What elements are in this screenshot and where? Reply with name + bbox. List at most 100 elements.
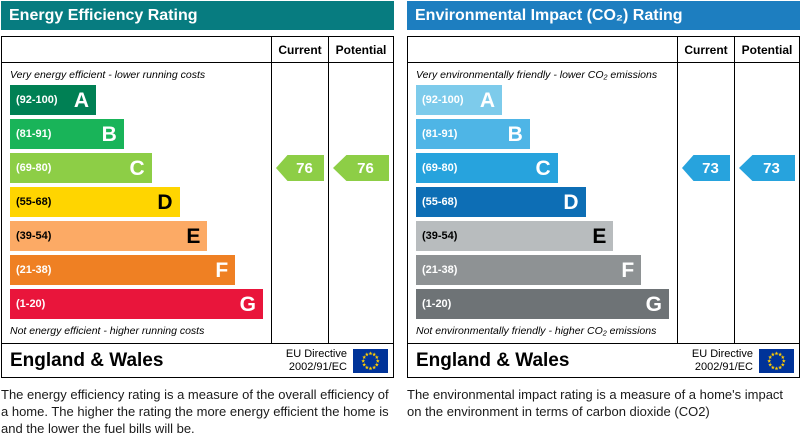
current-column: 76 [271, 63, 328, 343]
epc-rating-charts: Energy Efficiency Rating Current Potenti… [1, 1, 800, 437]
band-row: (39-54) E [416, 221, 669, 251]
band-letter: A [479, 88, 496, 112]
energy-efficiency-title: Energy Efficiency Rating [1, 1, 394, 30]
band-row: (1-20) G [416, 289, 669, 319]
band-letter: G [239, 292, 256, 316]
potential-rating-indicator: 76 [333, 155, 389, 181]
eu-directive-line1: EU Directive [691, 347, 753, 360]
eu-directive-label: EU Directive 2002/91/EC [286, 348, 347, 373]
potential-column-header: Potential [734, 37, 799, 63]
potential-column: 76 [328, 63, 393, 343]
band-e: (39-54) E [10, 221, 208, 251]
band-letter: B [101, 122, 117, 146]
region-label: England & Wales [10, 349, 164, 371]
band-range-label: (1-20) [422, 298, 452, 310]
potential-column: 73 [734, 63, 799, 343]
band-letter: B [507, 122, 523, 146]
band-range-label: (39-54) [16, 230, 52, 242]
current-rating-indicator: 76 [276, 155, 324, 181]
band-range-label: (69-80) [16, 162, 52, 174]
band-row: (21-38) F [10, 255, 263, 285]
band-d: (55-68) D [416, 187, 586, 217]
band-letter: E [186, 224, 201, 248]
current-rating-indicator: 73 [682, 155, 730, 181]
band-range-label: (21-38) [422, 264, 458, 276]
potential-column-header: Potential [328, 37, 393, 63]
band-range-label: (92-100) [422, 94, 464, 106]
band-a: (92-100) A [416, 85, 503, 115]
current-rating-value: 73 [702, 159, 719, 177]
eu-flag-icon [759, 348, 794, 373]
eu-flag-icon [353, 348, 388, 373]
band-letter: A [73, 88, 90, 112]
band-d: (55-68) D [10, 187, 180, 217]
band-row: (1-20) G [10, 289, 263, 319]
band-range-label: (69-80) [422, 162, 458, 174]
band-range-label: (21-38) [16, 264, 52, 276]
environmental-impact-chart: Current Potential Very environmentally f… [407, 36, 800, 378]
top-note: Very environmentally friendly - lower CO… [416, 69, 658, 81]
band-row: (21-38) F [416, 255, 669, 285]
band-row: (69-80) C [10, 153, 263, 183]
band-e: (39-54) E [416, 221, 614, 251]
environmental-impact-description: The environmental impact rating is a mea… [407, 387, 784, 420]
band-row: (39-54) E [10, 221, 263, 251]
band-b: (81-91) B [10, 119, 124, 149]
bottom-note: Not energy efficient - higher running co… [10, 325, 205, 337]
band-range-label: (92-100) [16, 94, 58, 106]
environmental-impact-title: Environmental Impact (CO₂) Rating [407, 1, 800, 30]
band-letter: C [535, 156, 551, 180]
band-c: (69-80) C [416, 153, 558, 183]
band-row: (55-68) D [416, 187, 669, 217]
band-row: (81-91) B [416, 119, 669, 149]
band-range-label: (81-91) [16, 128, 52, 140]
band-area: Very environmentally friendly - lower CO… [408, 63, 677, 343]
band-letter: C [129, 156, 145, 180]
band-range-label: (1-20) [16, 298, 46, 310]
energy-efficiency-panel: Energy Efficiency Rating Current Potenti… [1, 1, 394, 437]
band-a: (92-100) A [10, 85, 97, 115]
band-range-label: (55-68) [16, 196, 52, 208]
eu-directive-line2: 2002/91/EC [288, 360, 347, 373]
band-row: (81-91) B [10, 119, 263, 149]
eu-directive-label: EU Directive 2002/91/EC [692, 348, 753, 373]
band-row: (55-68) D [10, 187, 263, 217]
current-rating-value: 76 [296, 159, 313, 177]
chart-corner [408, 37, 677, 63]
energy-efficiency-chart: Current Potential Very energy efficient … [1, 36, 394, 378]
band-range-label: (81-91) [422, 128, 458, 140]
band-letter: D [563, 190, 579, 214]
eu-directive-line1: EU Directive [285, 347, 347, 360]
band-f: (21-38) F [416, 255, 642, 285]
band-letter: D [157, 190, 173, 214]
band-letter: F [215, 258, 229, 282]
current-column: 73 [677, 63, 734, 343]
band-row: (92-100) A [416, 85, 669, 115]
current-column-header: Current [271, 37, 328, 63]
eu-directive-line2: 2002/91/EC [694, 360, 753, 373]
chart-corner [2, 37, 271, 63]
band-f: (21-38) F [10, 255, 236, 285]
environmental-impact-panel: Environmental Impact (CO₂) Rating Curren… [407, 1, 800, 420]
potential-rating-value: 73 [763, 159, 780, 177]
potential-rating-value: 76 [357, 159, 374, 177]
band-row: (92-100) A [10, 85, 263, 115]
current-column-header: Current [677, 37, 734, 63]
band-row: (69-80) C [416, 153, 669, 183]
bottom-note: Not environmentally friendly - higher CO… [416, 325, 657, 337]
energy-efficiency-description: The energy efficiency rating is a measur… [1, 387, 389, 437]
chart-footer: England & Wales EU Directive 2002/91/EC [2, 343, 393, 377]
band-range-label: (39-54) [422, 230, 458, 242]
band-letter: E [592, 224, 607, 248]
region-label: England & Wales [416, 349, 570, 371]
band-c: (69-80) C [10, 153, 152, 183]
band-area: Very energy efficient - lower running co… [2, 63, 271, 343]
potential-rating-indicator: 73 [739, 155, 795, 181]
band-letter: G [645, 292, 662, 316]
band-g: (1-20) G [10, 289, 263, 319]
band-g: (1-20) G [416, 289, 669, 319]
band-range-label: (55-68) [422, 196, 458, 208]
top-note: Very energy efficient - lower running co… [10, 69, 206, 81]
chart-footer: England & Wales EU Directive 2002/91/EC [408, 343, 799, 377]
band-letter: F [621, 258, 635, 282]
